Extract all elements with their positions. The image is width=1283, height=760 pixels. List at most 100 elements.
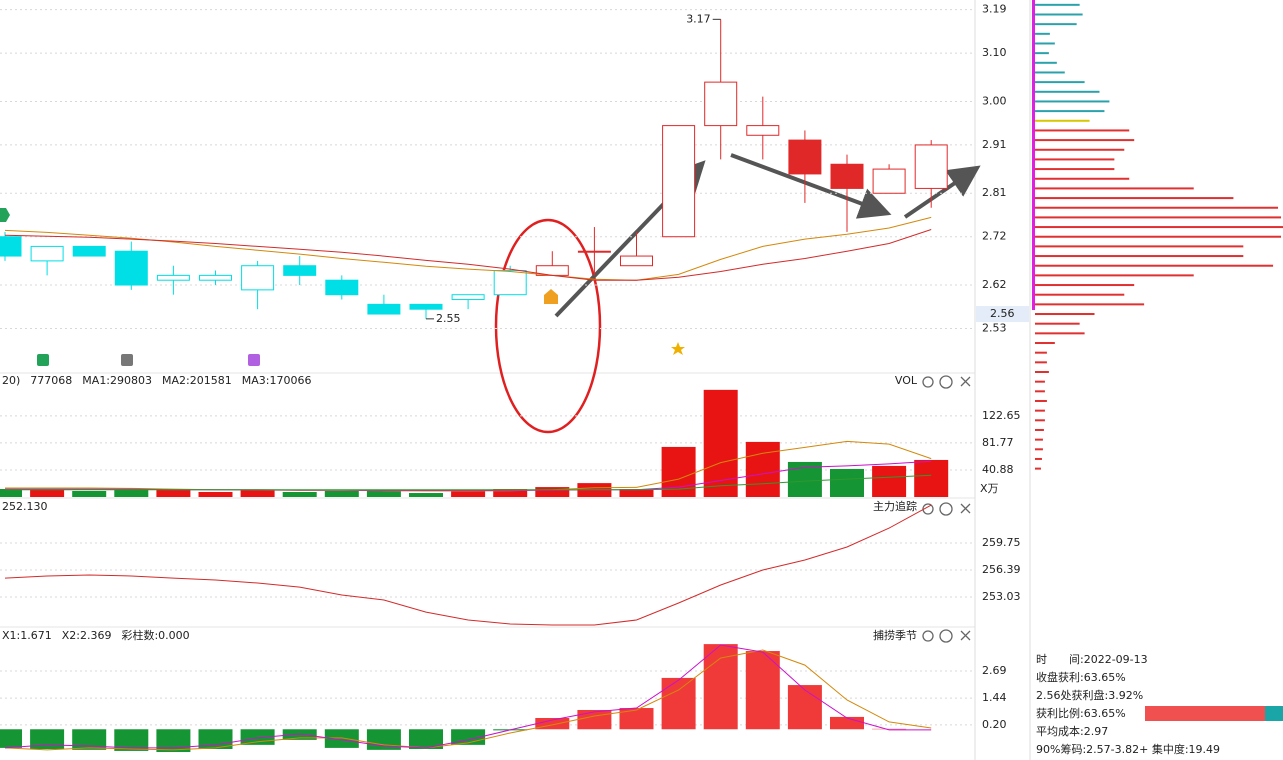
bar	[156, 489, 191, 497]
info-line: 90%筹码:2.57-3.82+ 集中度:19.49	[1036, 742, 1220, 756]
y-tick-label: 2.72	[982, 230, 1007, 243]
chip-bar	[1035, 303, 1145, 306]
indicator-line	[4, 504, 932, 626]
bar	[0, 729, 22, 748]
bar	[198, 729, 233, 749]
bar	[830, 716, 864, 730]
bar	[535, 487, 570, 497]
candle-body	[451, 294, 485, 301]
panel-header: 20)	[2, 374, 20, 387]
panel-title: 捕捞季节	[873, 628, 917, 642]
y-tick-label: 2.62	[982, 278, 1007, 291]
panel-header: X2:2.369	[62, 629, 112, 642]
candle-body	[199, 274, 232, 281]
bar	[72, 490, 107, 497]
chip-bar	[1035, 168, 1115, 171]
candle-body	[872, 168, 906, 194]
bar	[282, 729, 317, 740]
candle-body	[156, 274, 190, 281]
chip-bar	[1035, 148, 1125, 151]
chip-bar	[1035, 399, 1047, 402]
chip-bar	[1035, 255, 1244, 258]
y-tick-label: 2.53	[982, 322, 1007, 335]
y-tick-label: 40.88	[982, 463, 1014, 476]
chip-bar	[1035, 23, 1077, 26]
info-line: 时 间:2022-09-13	[1036, 653, 1148, 666]
candle-body	[325, 279, 359, 296]
y-tick-label: 0.20	[982, 718, 1007, 731]
chip-bar	[1035, 390, 1045, 393]
bar	[619, 708, 654, 730]
bar	[114, 488, 149, 497]
trend-arrows	[554, 153, 981, 318]
chip-bar	[1035, 322, 1080, 325]
chip-bar	[1035, 81, 1085, 84]
chip-bar	[1035, 332, 1085, 335]
chip-bar	[1035, 235, 1282, 238]
y-tick-label: 1.44	[982, 691, 1007, 704]
candle-body	[409, 303, 443, 310]
low-label: 2.55	[436, 312, 461, 325]
panel-title: 主力追踪	[873, 499, 917, 513]
y-tick-label: 256.39	[982, 563, 1021, 576]
candle-body	[283, 265, 317, 276]
chip-bar	[1035, 32, 1050, 35]
panel-header: 777068	[30, 374, 72, 387]
bar	[156, 729, 191, 753]
bar	[0, 488, 22, 497]
y-tick-label: 3.10	[982, 46, 1007, 59]
bar	[30, 489, 65, 497]
y-tick-label: 122.65	[982, 409, 1021, 422]
bar	[914, 459, 949, 497]
bar	[787, 461, 822, 497]
panel-header: MA1:290803	[82, 374, 152, 387]
chip-bar	[1035, 100, 1110, 103]
y-tick-label: 259.75	[982, 536, 1021, 549]
chip-bar	[1035, 380, 1045, 383]
y-tick-label: 2.81	[982, 186, 1007, 199]
candle-body	[114, 250, 148, 286]
chip-bar	[1035, 3, 1080, 6]
bar	[409, 493, 443, 497]
chip-bar	[1035, 448, 1043, 451]
chip-bar	[1035, 90, 1100, 93]
bar	[30, 729, 65, 749]
chip-bar	[1035, 428, 1044, 431]
high-label: 3.17	[686, 12, 711, 25]
bar	[409, 729, 443, 749]
info-line: 获利比例:63.65%	[1036, 706, 1126, 720]
highlight-ellipse	[494, 218, 602, 434]
chip-bar	[1035, 52, 1049, 55]
indicator-line	[4, 644, 932, 749]
candle-body	[788, 139, 822, 175]
y-tick-label: 3.00	[982, 94, 1007, 107]
indicator-line	[4, 649, 932, 751]
cursor-price: 2.56	[990, 307, 1015, 320]
bar	[703, 644, 738, 730]
bar	[114, 729, 149, 751]
bar	[240, 489, 275, 497]
candle-body	[914, 144, 948, 189]
candle-body	[662, 125, 696, 238]
candle-body	[241, 265, 275, 291]
chip-bar	[1035, 61, 1057, 64]
profit-ratio-bar	[1145, 706, 1265, 721]
y-tick-label: 2.69	[982, 664, 1007, 677]
bar	[324, 490, 359, 497]
panel-tools[interactable]	[922, 375, 971, 643]
chip-bar	[1035, 119, 1090, 122]
chip-bar	[1035, 351, 1047, 354]
candle-body	[493, 270, 527, 296]
chip-bar	[1035, 274, 1194, 277]
chip-bar	[1035, 313, 1095, 316]
bar	[619, 489, 654, 497]
chip-bar	[1035, 409, 1045, 412]
chip-bar	[1035, 13, 1083, 16]
chip-bar	[1035, 438, 1043, 441]
bar	[366, 489, 401, 497]
bar	[577, 709, 612, 730]
y-tick-label: 81.77	[982, 436, 1014, 449]
chip-bar	[1035, 361, 1047, 364]
candle-body	[367, 303, 401, 315]
chip-bar	[1035, 226, 1283, 229]
